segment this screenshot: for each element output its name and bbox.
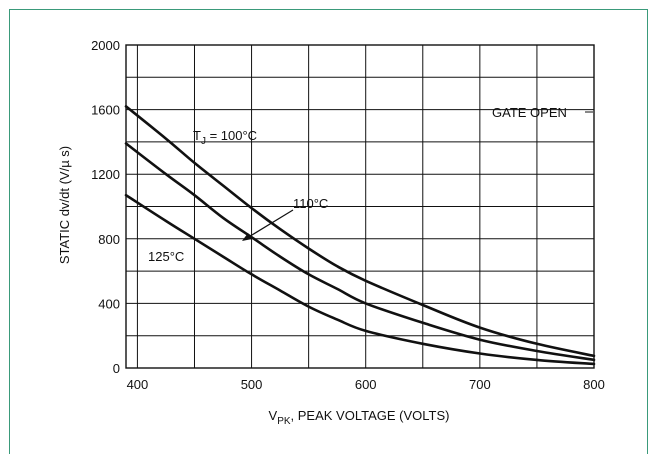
series-line-2 — [124, 193, 596, 366]
x-tick-label: 500 — [241, 377, 263, 392]
t125-label: 125°C — [148, 249, 184, 264]
curves — [124, 105, 596, 366]
series-line-0 — [124, 105, 596, 358]
y-tick-label: 1200 — [91, 167, 120, 182]
x-tick-label: 700 — [469, 377, 491, 392]
x-tick-label: 800 — [583, 377, 605, 392]
y-tick-label: 1600 — [91, 103, 120, 118]
grid — [125, 44, 595, 369]
x-axis-label: VPK, PEAK VOLTAGE (VOLTS) — [269, 408, 450, 427]
y-tick-label: 2000 — [91, 38, 120, 53]
y-tick-label: 0 — [113, 361, 120, 376]
y-tick-label: 400 — [98, 296, 120, 311]
x-tick-label: 400 — [127, 377, 149, 392]
tj-100-label: TJ = 100°C — [193, 128, 257, 147]
y-tick-label: 800 — [98, 232, 120, 247]
t110-arrow-line — [246, 209, 294, 239]
gate-open-label: GATE OPEN — [492, 105, 567, 120]
series-line-1 — [124, 142, 596, 362]
y-axis-label: STATIC dv/dt (V/µ s) — [57, 146, 72, 264]
tick-labels: 400 500 600 700 800 0 400 800 1200 1600 2000 — [91, 38, 605, 392]
x-tick-label: 600 — [355, 377, 377, 392]
figure-frame — [9, 9, 648, 454]
t110-label: 110°C — [293, 196, 328, 211]
plot-border — [125, 44, 595, 369]
t110-arrowhead — [242, 233, 252, 241]
